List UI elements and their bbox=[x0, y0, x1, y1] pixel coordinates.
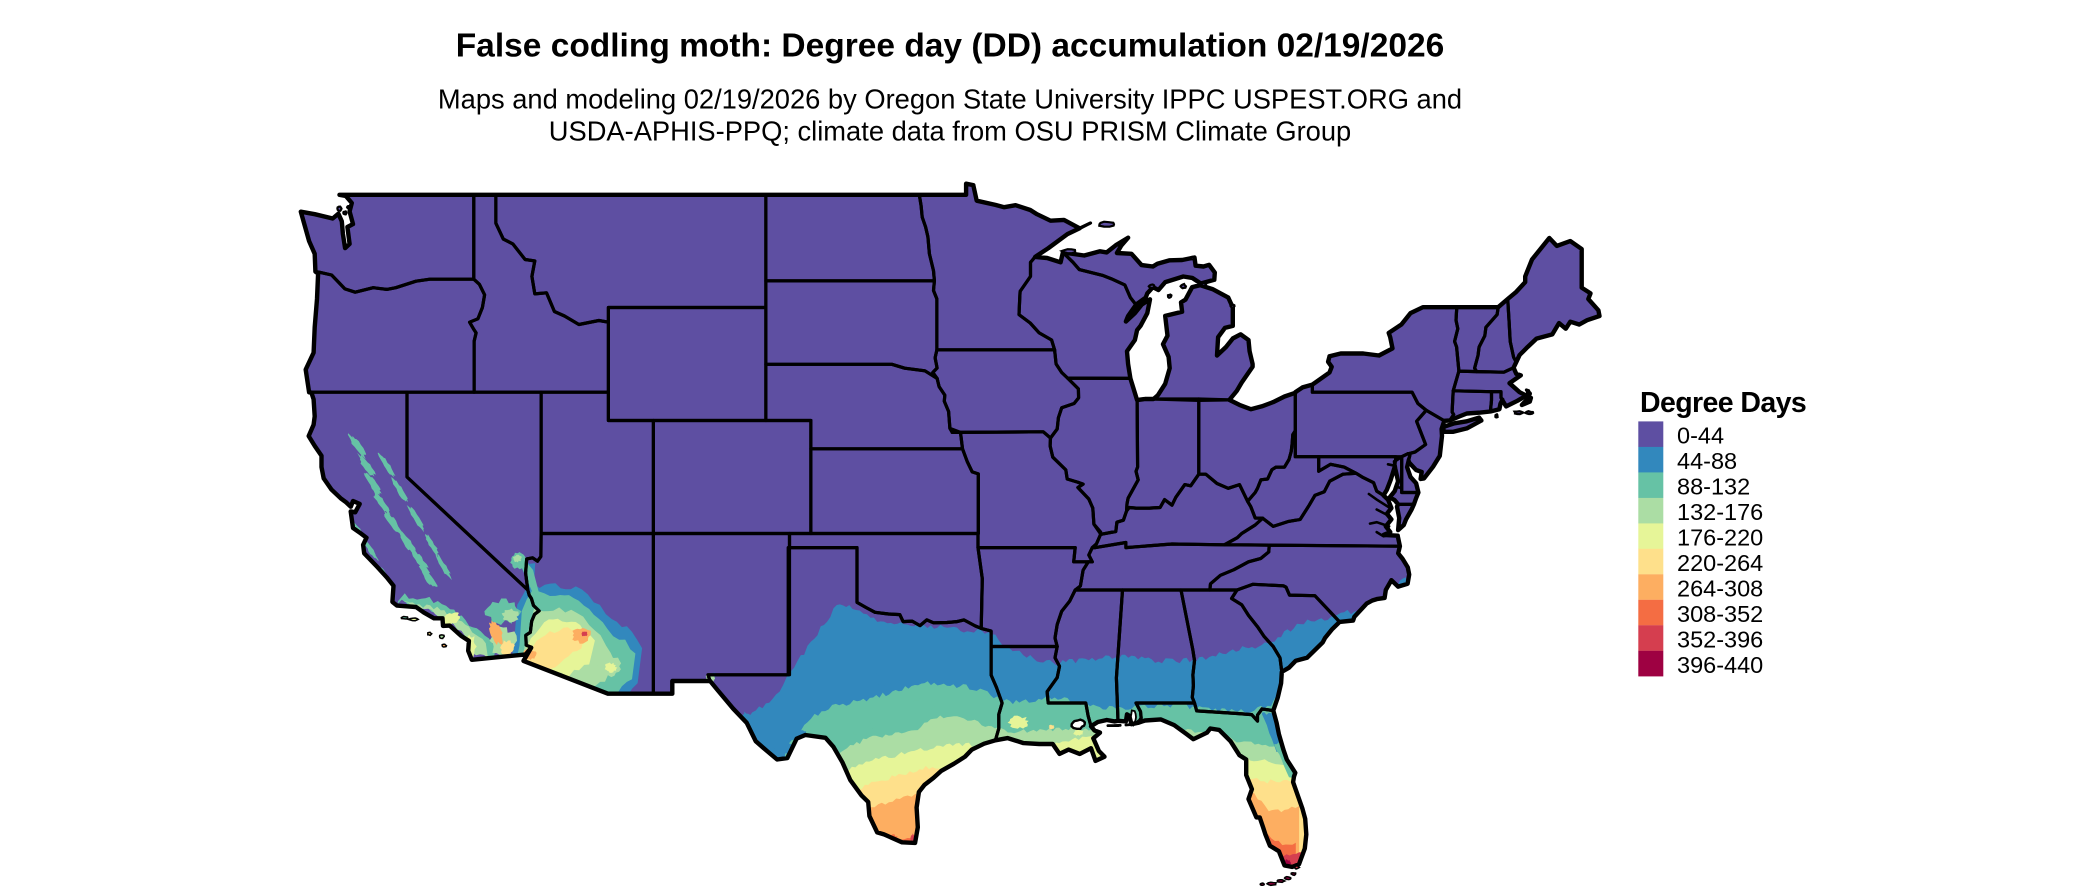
svg-text:Maps and modeling 02/19/2026 b: Maps and modeling 02/19/2026 by Oregon S… bbox=[438, 84, 1462, 115]
svg-text:220-264: 220-264 bbox=[1677, 550, 1763, 576]
svg-text:88-132: 88-132 bbox=[1677, 474, 1750, 500]
svg-text:396-440: 396-440 bbox=[1677, 652, 1763, 678]
svg-text:352-396: 352-396 bbox=[1677, 627, 1763, 653]
svg-text:0-44: 0-44 bbox=[1677, 423, 1724, 449]
svg-text:308-352: 308-352 bbox=[1677, 601, 1763, 627]
svg-text:176-220: 176-220 bbox=[1677, 525, 1763, 551]
svg-text:USDA-APHIS-PPQ; climate data f: USDA-APHIS-PPQ; climate data from OSU PR… bbox=[549, 116, 1351, 147]
svg-text:False codling moth: Degree day: False codling moth: Degree day (DD) accu… bbox=[456, 27, 1445, 64]
svg-text:132-176: 132-176 bbox=[1677, 499, 1763, 525]
svg-text:44-88: 44-88 bbox=[1677, 448, 1737, 474]
svg-text:Degree Days: Degree Days bbox=[1640, 387, 1806, 419]
svg-text:264-308: 264-308 bbox=[1677, 576, 1763, 602]
